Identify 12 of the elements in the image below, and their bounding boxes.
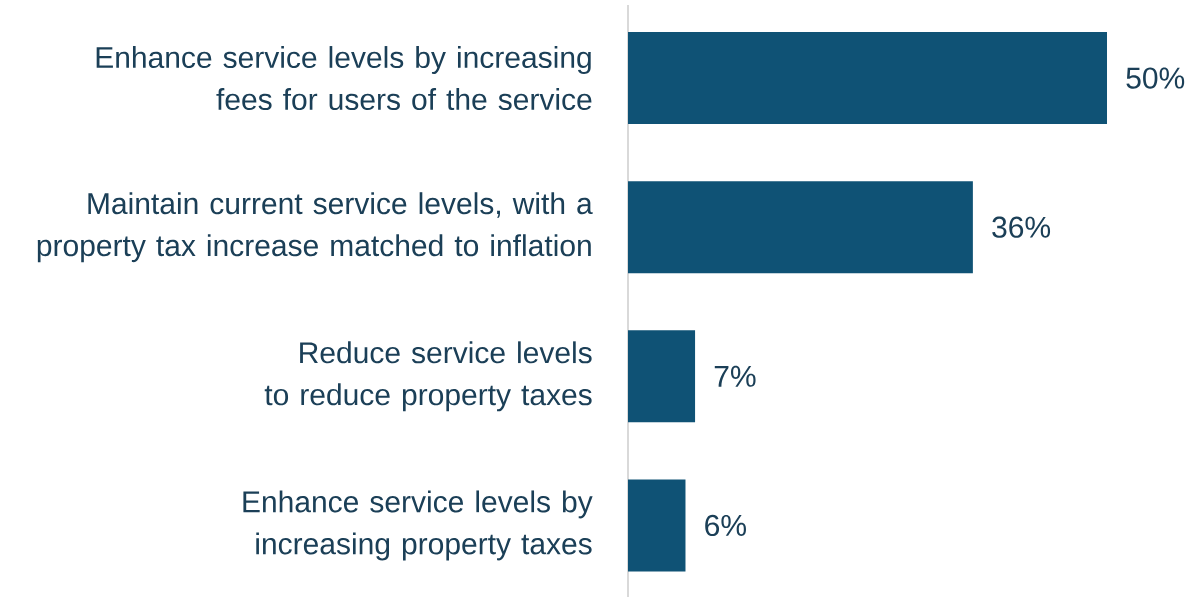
y-tick-label: Enhance service levels by increasing property taxes [243, 490, 593, 561]
bar [628, 181, 973, 274]
data-label: 50% [1126, 67, 1185, 89]
y-tick-label: Maintain current service levels, with a property tax increase matched to inflation [37, 192, 593, 263]
y-tick-label: Enhance service levels by increasing fees for users of the service [96, 46, 592, 111]
data-label: 7% [714, 365, 756, 387]
y-tick-label: Reduce service levels to reduce property taxes [264, 341, 592, 412]
bar [628, 479, 686, 572]
data-label: 6% [705, 514, 746, 537]
bar [628, 330, 696, 423]
bar [628, 32, 1107, 125]
data-label: 36% [992, 216, 1051, 238]
